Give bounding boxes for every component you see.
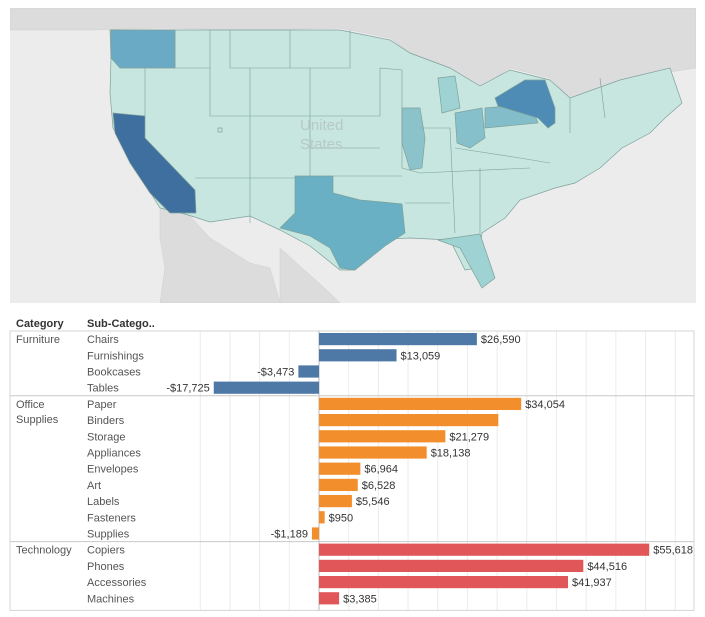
subcategory-label: Copiers (87, 545, 125, 557)
subcategory-label: Machines (87, 593, 135, 605)
subcategory-label: Bookcases (87, 367, 141, 379)
bar[interactable] (319, 576, 569, 589)
data-label: $34,054 (525, 399, 565, 411)
land-mexico (159, 207, 281, 303)
subcategory-label: Labels (87, 496, 120, 508)
category-label: Furniture (16, 334, 60, 346)
bar[interactable] (319, 446, 427, 459)
subcategory-bar-chart: Category Sub-Catego.. Furniture Chairs $26… (9, 318, 695, 611)
subcategory-label: Accessories (87, 577, 147, 589)
table-frame (9, 330, 695, 611)
subcategory-label: Tables (87, 383, 119, 395)
data-label: $5,546 (356, 496, 390, 508)
bar[interactable] (319, 397, 522, 410)
data-label: $6,528 (362, 480, 396, 492)
bar[interactable] (319, 333, 477, 346)
bar[interactable] (298, 365, 319, 378)
data-label: $18,138 (431, 448, 471, 460)
data-label: -$1,189 (271, 529, 308, 541)
data-label: $6,964 (364, 464, 398, 476)
subcategory-label: Binders (87, 415, 125, 427)
data-label: $3,385 (343, 593, 377, 605)
state-new-york[interactable] (494, 79, 556, 129)
bar[interactable] (213, 381, 319, 394)
data-label: $26,590 (481, 334, 521, 346)
state-ohio[interactable] (454, 107, 486, 149)
bar[interactable] (319, 543, 650, 556)
map-label-line2: States (300, 136, 343, 153)
subcategory-label: Envelopes (87, 464, 139, 476)
subcategory-label: Storage (87, 431, 126, 443)
data-label: -$3,473 (257, 367, 294, 379)
bar[interactable] (319, 414, 499, 427)
bar[interactable] (319, 462, 361, 475)
map-label-line1: United (300, 117, 343, 134)
header-subcategory: Sub-Catego.. (87, 318, 155, 330)
subcategory-label: Supplies (87, 529, 130, 541)
state-texas[interactable] (279, 175, 406, 271)
category-label: Technology (16, 545, 72, 557)
subcategory-label: Paper (87, 399, 117, 411)
state-borders (144, 30, 606, 234)
bar[interactable] (319, 592, 340, 605)
data-label: $950 (329, 512, 353, 524)
subcategory-label: Art (87, 480, 101, 492)
data-label: $41,937 (572, 577, 612, 589)
bar[interactable] (319, 559, 584, 572)
state-california[interactable] (112, 112, 197, 214)
data-label: $44,516 (587, 561, 627, 573)
bar[interactable] (311, 527, 319, 540)
subcategory-label: Appliances (87, 448, 141, 460)
bar[interactable] (319, 478, 358, 491)
data-label: $55,618 (653, 545, 693, 557)
land-mexico-east (279, 247, 341, 303)
us-choropleth-map[interactable]: United States (10, 8, 696, 303)
data-label: $13,059 (401, 350, 441, 362)
subcategory-label: Fasteners (87, 512, 136, 524)
category-label: Supplies (16, 414, 59, 426)
bar[interactable] (319, 511, 325, 524)
state-hawaii-dot (217, 127, 223, 133)
data-label: -$17,725 (166, 383, 209, 395)
subcategory-label: Furnishings (87, 350, 144, 362)
state-florida[interactable] (437, 233, 496, 289)
subcategory-label: Phones (87, 561, 125, 573)
state-michigan[interactable] (437, 75, 461, 114)
bar[interactable] (319, 349, 397, 362)
state-washington[interactable] (110, 29, 176, 69)
bar[interactable] (319, 495, 352, 508)
bar[interactable] (319, 430, 446, 443)
data-label: $21,279 (449, 431, 489, 443)
header-category: Category (16, 318, 65, 330)
subcategory-label: Chairs (87, 334, 119, 346)
chart-marks: Furniture Chairs $26,590 Furnishings $13,059… (16, 333, 693, 605)
category-label: Office (16, 399, 45, 411)
